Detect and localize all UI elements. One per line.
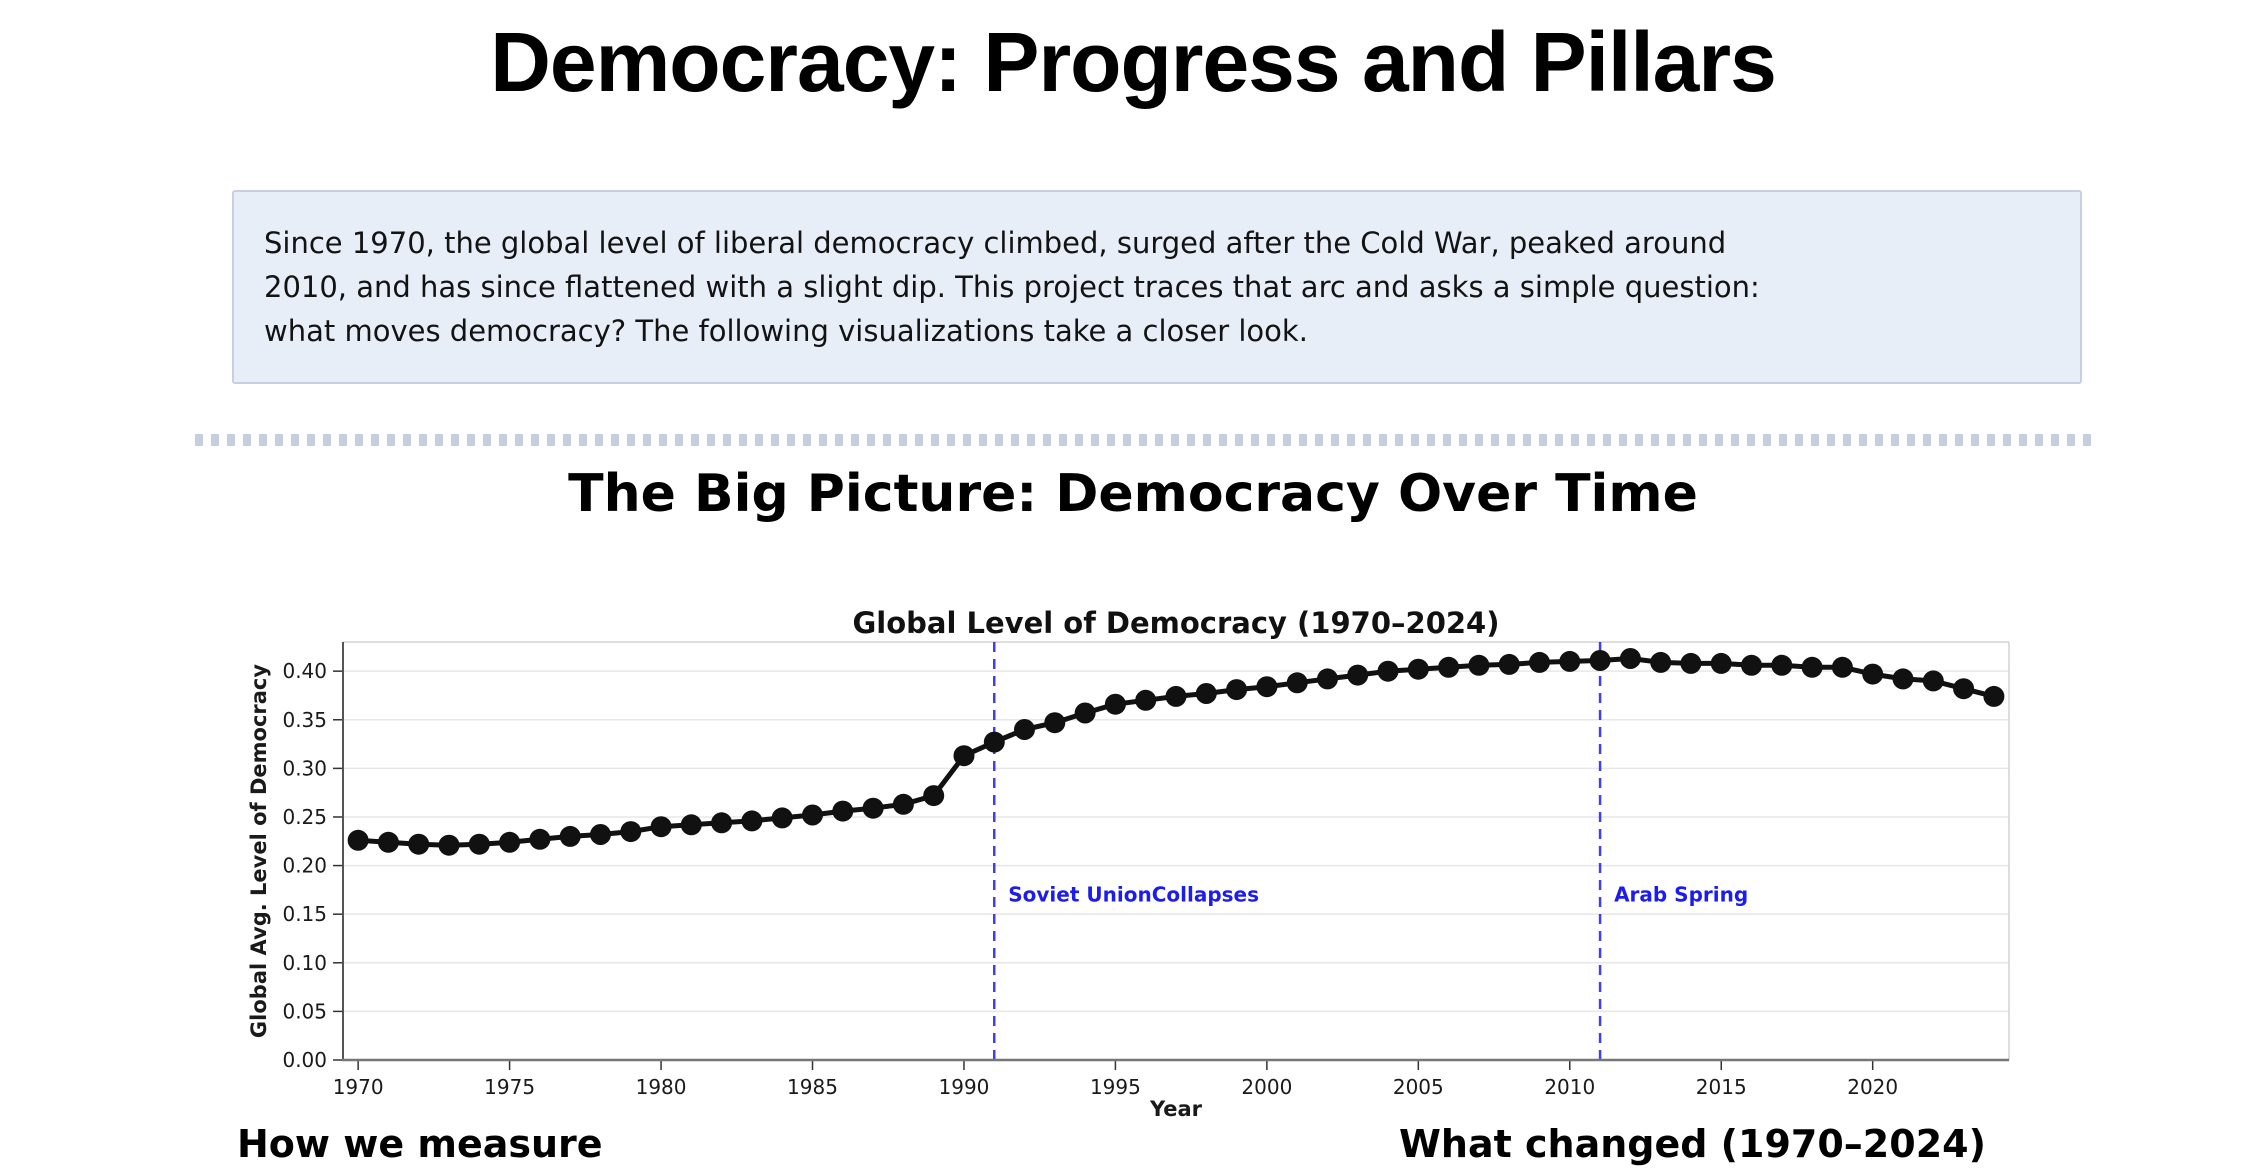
data-point-1973[interactable]: [438, 834, 460, 856]
data-point-2018[interactable]: [1801, 656, 1823, 678]
chart-title: Global Level of Democracy (1970–2024): [853, 606, 1500, 640]
y-tick-label: 0.30: [282, 756, 327, 780]
intro-line: Since 1970, the global level of liberal …: [264, 226, 1727, 260]
data-point-1994[interactable]: [1074, 702, 1096, 724]
data-point-1996[interactable]: [1135, 689, 1157, 711]
dashed-divider: [195, 434, 2093, 446]
x-tick-label: 1970: [333, 1075, 384, 1099]
data-point-1971[interactable]: [377, 831, 399, 853]
democracy-time-series-chart: Soviet UnionCollapses Arab Spring 0.00 0.05…: [236, 600, 2011, 1130]
data-point-1977[interactable]: [559, 825, 581, 847]
data-point-2010[interactable]: [1559, 650, 1581, 672]
y-tick-label: 0.25: [282, 805, 327, 829]
data-point-1999[interactable]: [1226, 679, 1248, 701]
data-point-2022[interactable]: [1922, 670, 1944, 692]
data-point-2014[interactable]: [1680, 652, 1702, 674]
intro-callout: Since 1970, the global level of liberal …: [232, 190, 2082, 384]
subsection-heading-what-changed: What changed (1970–2024): [1399, 1122, 1986, 1166]
data-point-2011[interactable]: [1589, 650, 1611, 671]
data-point-1992[interactable]: [1014, 719, 1035, 740]
data-point-2001[interactable]: [1286, 672, 1308, 694]
data-point-2024[interactable]: [1983, 685, 2005, 707]
data-point-2002[interactable]: [1317, 668, 1338, 690]
data-point-2004[interactable]: [1377, 660, 1399, 682]
subsection-heading-how-we-measure: How we measure: [237, 1122, 603, 1166]
data-point-1993[interactable]: [1044, 712, 1066, 734]
data-point-2016[interactable]: [1741, 654, 1762, 676]
x-tick-label: 2010: [1544, 1075, 1595, 1099]
data-point-2012[interactable]: [1619, 648, 1641, 669]
data-point-2017[interactable]: [1771, 654, 1793, 676]
data-point-1987[interactable]: [862, 797, 884, 819]
data-point-1991[interactable]: [983, 731, 1005, 753]
data-point-1982[interactable]: [711, 812, 733, 834]
x-tick-label: 1975: [484, 1075, 535, 1099]
x-tick-label: 1985: [787, 1075, 838, 1099]
data-point-1972[interactable]: [408, 833, 430, 855]
y-tick-label: 0.15: [282, 902, 327, 926]
data-point-2020[interactable]: [1862, 663, 1884, 685]
data-point-2019[interactable]: [1831, 656, 1853, 678]
data-point-2003[interactable]: [1347, 664, 1369, 686]
data-point-1974[interactable]: [468, 833, 490, 855]
data-point-1990[interactable]: [953, 745, 975, 767]
page-title: Democracy: Progress and Pillars: [490, 15, 1777, 109]
x-tick-label: 2005: [1393, 1075, 1444, 1099]
data-point-2009[interactable]: [1529, 651, 1550, 673]
data-point-2007[interactable]: [1468, 654, 1490, 676]
data-point-1998[interactable]: [1195, 683, 1217, 704]
data-point-2006[interactable]: [1438, 656, 1460, 678]
data-point-1988[interactable]: [892, 793, 914, 815]
data-point-1978[interactable]: [590, 824, 611, 845]
line-chart-svg[interactable]: Soviet UnionCollapses Arab Spring 0.00 0.05…: [236, 600, 2011, 1130]
data-point-2005[interactable]: [1407, 658, 1429, 680]
y-tick-label: 0.35: [282, 708, 327, 732]
x-tick-label: 2020: [1847, 1075, 1898, 1099]
event-annotation-1991: Soviet UnionCollapses: [1008, 883, 1259, 907]
data-point-2008[interactable]: [1498, 653, 1520, 675]
y-tick-label: 0.40: [282, 659, 327, 683]
x-tick-label: 1995: [1090, 1075, 1141, 1099]
section-title: The Big Picture: Democracy Over Time: [568, 464, 1698, 524]
data-point-1995[interactable]: [1104, 693, 1126, 715]
event-annotation-2011: Arab Spring: [1614, 883, 1748, 907]
y-tick-label: 0.20: [282, 854, 327, 878]
y-tick-label: 0.00: [282, 1048, 327, 1072]
data-point-1985[interactable]: [802, 804, 823, 826]
data-point-1975[interactable]: [499, 831, 521, 853]
data-point-2013[interactable]: [1650, 651, 1672, 673]
data-point-1979[interactable]: [620, 821, 642, 843]
data-point-1986[interactable]: [832, 800, 854, 822]
data-point-2015[interactable]: [1710, 652, 1732, 674]
data-point-1997[interactable]: [1165, 685, 1187, 707]
x-axis-title: Year: [1149, 1097, 1203, 1121]
data-point-1981[interactable]: [680, 814, 702, 836]
data-point-1983[interactable]: [741, 810, 763, 832]
intro-line: what moves democracy? The following visu…: [264, 314, 1308, 348]
x-tick-label: 2015: [1696, 1075, 1747, 1099]
y-tick-label: 0.10: [282, 951, 327, 975]
data-point-1984[interactable]: [771, 807, 793, 829]
intro-line: 2010, and has since flattened with a sli…: [264, 270, 1760, 304]
data-point-2021[interactable]: [1892, 668, 1914, 690]
data-point-1989[interactable]: [923, 785, 945, 807]
x-tick-label: 2000: [1241, 1075, 1292, 1099]
x-tick-label: 1980: [636, 1075, 687, 1099]
y-tick-label: 0.05: [282, 999, 327, 1023]
data-point-1980[interactable]: [650, 816, 672, 838]
x-tick-label: 1990: [939, 1075, 990, 1099]
data-point-2000[interactable]: [1256, 676, 1278, 698]
data-point-2023[interactable]: [1953, 678, 1975, 700]
data-point-1970[interactable]: [347, 829, 369, 851]
data-point-1976[interactable]: [529, 828, 551, 850]
y-axis-title: Global Avg. Level of Democracy: [247, 664, 271, 1038]
